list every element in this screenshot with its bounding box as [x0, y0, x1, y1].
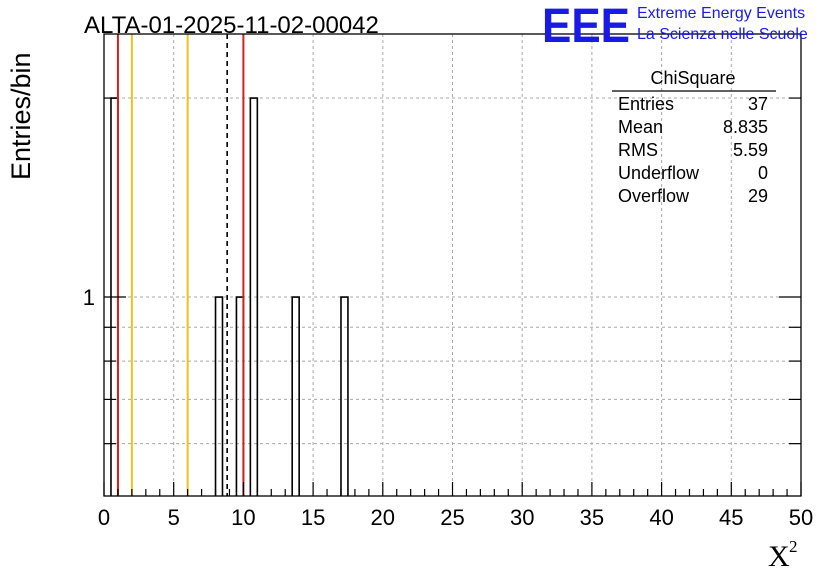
x-tick-label: 25: [440, 505, 464, 530]
y-axis-label: Entries/bin: [6, 52, 36, 180]
histogram-bin: [249, 97, 259, 496]
histogram-bin: [291, 296, 300, 496]
x-tick-label: 20: [371, 505, 395, 530]
stats-underflow-value: 0: [758, 163, 768, 183]
eee-logo-mark: EEE: [542, 0, 630, 53]
logo-line-1: Extreme Energy Events: [637, 5, 805, 22]
x-tick-label: 30: [510, 505, 534, 530]
x-tick-label: 50: [789, 505, 813, 530]
x-tick-label: 0: [98, 505, 110, 530]
x-axis-label: X: [768, 540, 790, 572]
stats-overflow-label: Overflow: [618, 186, 690, 206]
stats-mean-label: Mean: [618, 117, 663, 137]
chart-title: ALTA-01-2025-11-02-00042: [84, 12, 379, 39]
y-tick-label: 1: [83, 285, 95, 310]
x-tick-label: 40: [649, 505, 673, 530]
logo-line-2: La Scienza nelle Scuole: [637, 26, 808, 43]
stats-mean-value: 8.835: [723, 117, 768, 137]
stats-box: ChiSquare Entries 37 Mean 8.835 RMS 5.59…: [612, 68, 776, 206]
stats-underflow-label: Underflow: [618, 163, 700, 183]
grid-layer: [104, 34, 801, 496]
reference-lines-layer: [116, 34, 245, 496]
tick-layer: 0 5 10 15 20 25 30 35 40 45 50 1: [83, 97, 813, 530]
stats-entries-label: Entries: [618, 94, 674, 114]
stats-title: ChiSquare: [650, 68, 735, 88]
x-tick-label: 15: [301, 505, 325, 530]
stats-entries-value: 37: [748, 94, 768, 114]
x-axis-label-superscript: 2: [789, 537, 798, 556]
x-tick-label: 35: [580, 505, 604, 530]
stats-rms-label: RMS: [618, 140, 658, 160]
histogram-bin: [340, 296, 349, 496]
x-tick-label: 10: [231, 505, 255, 530]
stats-rms-value: 5.59: [733, 140, 768, 160]
x-tick-label: 45: [719, 505, 743, 530]
x-tick-label: 5: [168, 505, 180, 530]
stats-overflow-value: 29: [748, 186, 768, 206]
histogram-bin: [214, 296, 224, 496]
